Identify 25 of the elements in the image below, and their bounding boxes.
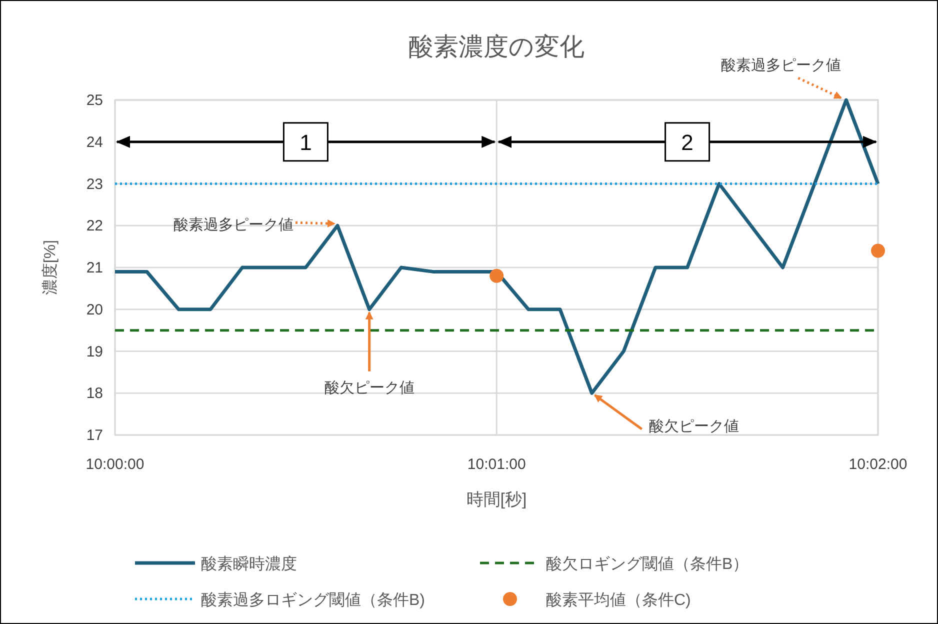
annotation: 1 [300, 130, 312, 155]
y-tick-label: 23 [86, 176, 103, 193]
y-tick-label: 25 [86, 92, 103, 109]
y-tick-label: 18 [86, 385, 103, 402]
y-tick-label: 24 [86, 134, 103, 151]
x-axis-title: 時間[秒] [466, 490, 527, 509]
y-tick-label: 21 [86, 260, 103, 276]
legend-label: 酸素瞬時濃度 [201, 555, 297, 573]
annotation: 酸欠ピーク値 [324, 379, 414, 396]
y-tick-label: 20 [86, 301, 103, 318]
x-tick-label: 10:00:00 [86, 456, 144, 473]
legend-label: 酸欠ロギング閾値（条件B） [546, 555, 749, 573]
legend-label: 酸素過多ロギング閾値（条件B) [201, 591, 425, 609]
annotation: 酸素過多ピーク値 [721, 57, 842, 74]
chart-title: 酸素濃度の変化 [408, 33, 584, 61]
y-axis-title: 濃度[%] [41, 240, 59, 296]
annotation: 酸欠ピーク値 [648, 418, 739, 436]
y-tick-label: 22 [86, 218, 103, 235]
annotation: 2 [681, 130, 694, 155]
x-tick-label: 10:02:00 [848, 456, 908, 473]
y-tick-label: 17 [86, 427, 103, 444]
y-tick-label: 19 [86, 343, 103, 360]
x-tick-label: 10:01:00 [467, 456, 526, 473]
annotation: 酸素過多ピーク値 [174, 216, 294, 234]
legend-label: 酸素平均値（条件C) [546, 591, 691, 609]
